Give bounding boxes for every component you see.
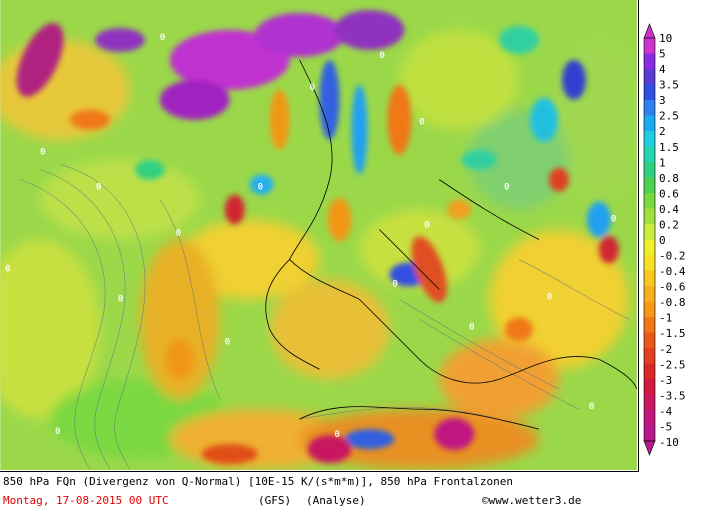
legend-color-step bbox=[644, 379, 655, 395]
contour-label: 0 bbox=[96, 183, 101, 193]
legend-color-step bbox=[644, 131, 655, 147]
frontal-zone-isolines bbox=[20, 164, 629, 470]
legend-color-step bbox=[644, 363, 655, 380]
legend-color-step bbox=[644, 162, 655, 178]
footer-model: (GFS) bbox=[258, 494, 292, 507]
legend-label: 10 bbox=[659, 32, 672, 45]
contour-label: 0 bbox=[392, 279, 397, 289]
color-legend: 10 5 4 3.5 3 2.5 2 1.5 1 0.8 0.6 0.4 0.2 0 -0.2 -0.4 -0.… bbox=[643, 23, 686, 456]
legend-label: 4 bbox=[659, 63, 666, 76]
contour-label: 0 bbox=[310, 83, 315, 93]
legend-label: -1.5 bbox=[659, 327, 686, 340]
contour-label: 0 bbox=[589, 402, 594, 412]
field-details bbox=[16, 9, 619, 465]
legend-arrow-top bbox=[643, 23, 656, 39]
legend-label: -3.5 bbox=[659, 389, 686, 402]
legend-frame bbox=[643, 37, 656, 442]
legend-color-step bbox=[644, 146, 655, 163]
legend-label: -3 bbox=[659, 374, 672, 387]
legend-color-step bbox=[644, 301, 655, 318]
legend-label: 0.2 bbox=[659, 218, 679, 231]
legend-label: 0.4 bbox=[659, 203, 679, 216]
map-footer: 850 hPa FQn (Divergenz von Q-Normal) [10… bbox=[0, 472, 639, 513]
legend-color-step bbox=[644, 193, 655, 209]
legend-label: -5 bbox=[659, 420, 672, 433]
footer-credit: ©www.wetter3.de bbox=[482, 494, 582, 507]
legend-color-step bbox=[644, 255, 655, 271]
legend-label: -0.4 bbox=[659, 265, 686, 278]
contour-label: 0 bbox=[55, 427, 60, 437]
contour-label: 0 bbox=[334, 430, 339, 440]
legend-color-step bbox=[644, 53, 655, 70]
legend-arrow-bottom bbox=[643, 440, 656, 456]
contour-label: 0 bbox=[5, 264, 10, 274]
legend-label: -0.2 bbox=[659, 250, 686, 263]
legend-color-step bbox=[644, 317, 655, 333]
contour-label: 0 bbox=[547, 292, 552, 302]
contour-label: 0 bbox=[419, 118, 424, 128]
legend-color-step bbox=[644, 38, 655, 54]
contour-label: 0 bbox=[504, 183, 509, 193]
coastlines bbox=[265, 59, 637, 430]
footer-description: 850 hPa FQn (Divergenz von Q-Normal) [10… bbox=[3, 475, 513, 488]
legend-label: -0.6 bbox=[659, 281, 686, 294]
legend-color-step bbox=[644, 286, 655, 302]
legend-label: -2 bbox=[659, 343, 672, 356]
footer-analysis: (Analyse) bbox=[306, 494, 366, 507]
legend-label: -1 bbox=[659, 312, 672, 325]
legend-label: -2.5 bbox=[659, 358, 686, 371]
footer-date: Montag, 17-08-2015 00 UTC bbox=[3, 494, 169, 507]
contour-label: 0 bbox=[40, 148, 45, 158]
legend-label: 5 bbox=[659, 48, 666, 61]
legend-label: 0.6 bbox=[659, 187, 679, 200]
legend-color-step bbox=[644, 177, 655, 194]
legend-color-step bbox=[644, 394, 655, 411]
legend-color-step bbox=[644, 410, 655, 426]
contour-label: 0 bbox=[611, 215, 616, 225]
legend-label: 3 bbox=[659, 94, 666, 107]
contour-label: 0 bbox=[469, 322, 474, 332]
legend-label: -0.8 bbox=[659, 296, 686, 309]
contour-label: 0 bbox=[118, 294, 123, 304]
legend-color-step bbox=[644, 208, 655, 225]
contour-label: 0 bbox=[258, 183, 263, 193]
contour-label: 0 bbox=[424, 221, 429, 231]
legend-label: 0.8 bbox=[659, 172, 679, 185]
contour-label: 0 bbox=[160, 33, 165, 43]
legend-color-bar bbox=[643, 23, 656, 456]
contour-label: 0 bbox=[225, 337, 230, 347]
weather-map: 0 0 0 0 0 0 0 0 0 0 0 0 0 0 0 0 0 0 0 0 bbox=[0, 0, 639, 472]
legend-color-step bbox=[644, 224, 655, 240]
legend-label: 2.5 bbox=[659, 110, 679, 123]
legend-color-step bbox=[644, 348, 655, 364]
legend-label: 1.5 bbox=[659, 141, 679, 154]
legend-labels: 10 5 4 3.5 3 2.5 2 1.5 1 0.8 0.6 0.4 0.2 0 -0.2 -0.4 -0.… bbox=[659, 32, 686, 449]
legend-label: 3.5 bbox=[659, 79, 679, 92]
legend-label: -4 bbox=[659, 405, 673, 418]
contour-label: 0 bbox=[176, 229, 181, 239]
contour-labels: 0 0 0 0 0 0 0 0 0 0 0 0 0 0 0 0 0 0 0 0 bbox=[5, 33, 616, 440]
legend-label: 2 bbox=[659, 125, 666, 138]
legend-color-step bbox=[644, 84, 655, 101]
legend-color-step bbox=[644, 115, 655, 132]
legend-color-step bbox=[644, 100, 655, 116]
legend-color-step bbox=[644, 69, 655, 85]
legend-label: -10 bbox=[659, 436, 679, 449]
contour-label: 0 bbox=[379, 51, 384, 61]
legend-color-step bbox=[644, 425, 655, 442]
legend-label: 1 bbox=[659, 156, 666, 169]
legend-color-step bbox=[644, 332, 655, 349]
legend-color-step bbox=[644, 239, 655, 256]
legend-color-step bbox=[644, 270, 655, 287]
legend-label: 0 bbox=[659, 234, 666, 247]
